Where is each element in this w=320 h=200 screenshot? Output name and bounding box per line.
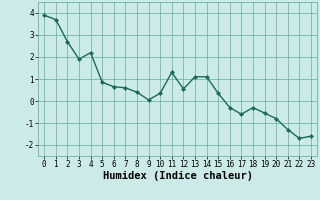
X-axis label: Humidex (Indice chaleur): Humidex (Indice chaleur)	[103, 171, 252, 181]
